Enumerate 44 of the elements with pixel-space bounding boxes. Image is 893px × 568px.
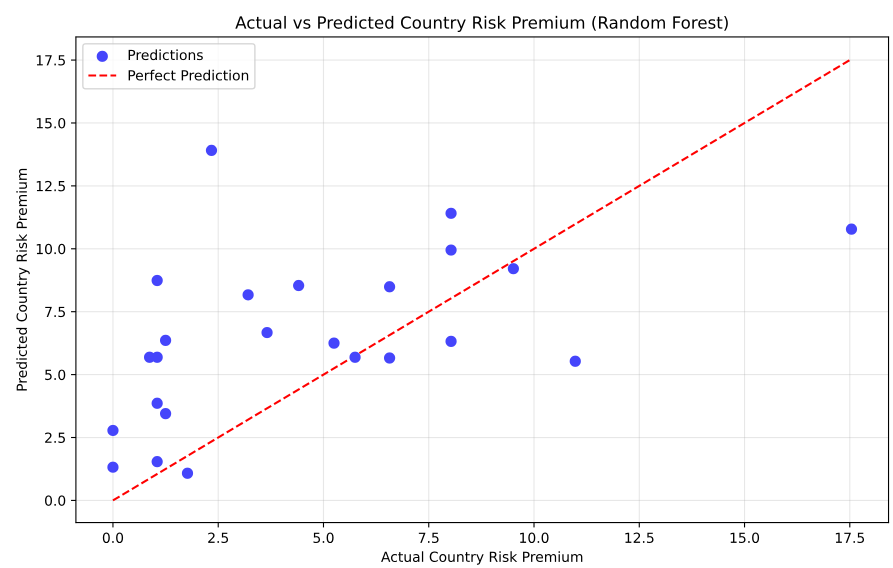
legend-label: Perfect Prediction [128,70,248,81]
point [846,224,858,235]
point [152,456,163,468]
chart-title: Actual vs Predicted Country Risk Premium (Random Forest) [235,16,728,32]
legend-label: Predictions [128,49,203,60]
point [261,326,273,338]
y-tick-label: 12.5 [36,180,65,192]
y-tick-label: 7.5 [45,306,65,318]
point [152,352,163,363]
point [107,424,119,436]
point [160,334,172,346]
point [445,208,457,219]
point [182,468,194,479]
point [384,281,396,292]
x-tick-label: 0.0 [102,532,124,544]
y-tick-label: 2.5 [45,432,65,443]
x-tick-label: 17.5 [836,532,864,544]
point [328,338,340,349]
point [160,408,172,420]
point [293,280,304,292]
point [206,144,218,156]
point [445,244,457,256]
point [445,336,457,347]
y-tick-label: 17.5 [36,55,65,66]
y-axis-title: Predicted Country Risk Premium [16,168,30,390]
point [384,352,396,364]
y-tick-label: 5.0 [45,370,66,380]
point [242,289,254,300]
x-axis-title: Actual Country Risk Premium [381,551,582,565]
point [152,398,163,409]
x-tick-label: 10.0 [520,532,549,544]
point [152,274,163,286]
x-tick-label: 15.0 [730,532,760,544]
x-tick-label: 7.5 [418,532,439,544]
point [349,352,361,363]
y-tick-label: 0.0 [45,495,66,506]
point [508,263,519,274]
point [107,462,119,473]
y-tick-label: 15.0 [36,118,66,128]
x-tick-label: 5.0 [314,532,334,544]
x-tick-label: 2.5 [208,532,228,544]
point [570,356,581,367]
y-tick-label: 10.0 [36,244,66,254]
x-tick-label: 12.5 [625,532,654,544]
